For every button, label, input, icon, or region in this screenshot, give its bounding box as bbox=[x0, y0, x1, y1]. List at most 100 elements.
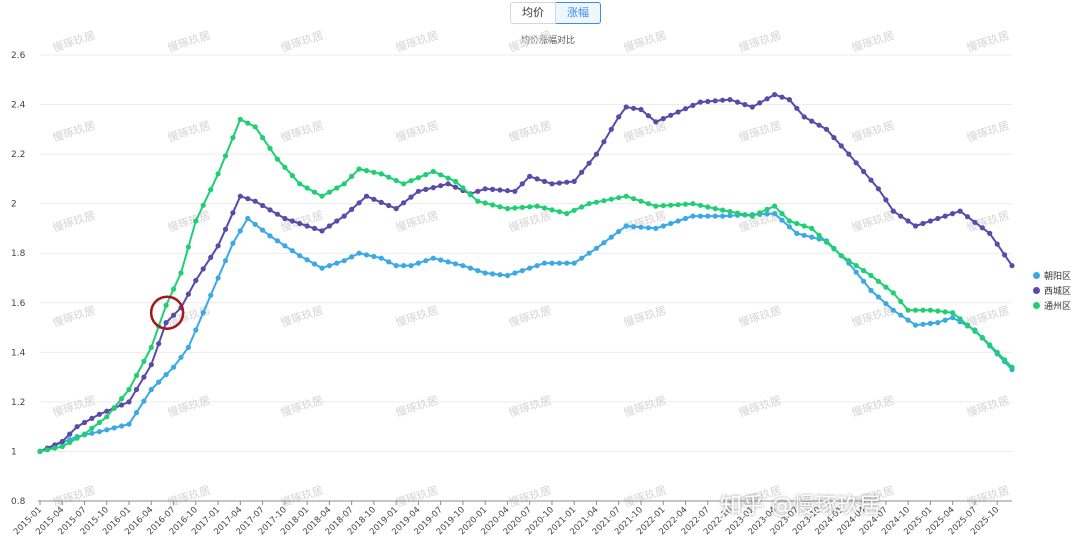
data-point bbox=[200, 266, 206, 272]
data-point bbox=[734, 210, 741, 216]
tab-price-rise[interactable]: 涨幅 bbox=[556, 2, 601, 24]
axes: 0.811.21.41.61.822.22.42.62015-012015-04… bbox=[11, 51, 1012, 537]
data-point bbox=[423, 186, 429, 192]
data-point bbox=[927, 320, 934, 326]
legend-item-xicheng[interactable]: 西城区 bbox=[1033, 283, 1071, 298]
data-point bbox=[401, 263, 407, 269]
data-point bbox=[794, 105, 800, 111]
data-point bbox=[979, 225, 985, 231]
data-point bbox=[801, 223, 807, 229]
data-point bbox=[208, 187, 214, 193]
data-point bbox=[898, 312, 904, 318]
data-point bbox=[549, 260, 555, 266]
data-point bbox=[349, 254, 355, 260]
data-point bbox=[757, 210, 763, 216]
data-point bbox=[549, 181, 555, 187]
legend-item-chaoyang[interactable]: 朝阳区 bbox=[1033, 268, 1071, 283]
watermark: 慢琢玖居 bbox=[279, 394, 325, 420]
data-point bbox=[942, 317, 948, 323]
data-point bbox=[868, 287, 874, 293]
data-point bbox=[111, 405, 117, 411]
data-point bbox=[794, 220, 800, 227]
data-point bbox=[274, 238, 280, 244]
data-point bbox=[386, 259, 392, 265]
watermark: 慢琢玖居 bbox=[850, 209, 896, 235]
data-point bbox=[564, 211, 570, 217]
data-point bbox=[393, 206, 399, 212]
data-point bbox=[415, 260, 421, 266]
data-point bbox=[267, 207, 273, 213]
data-point bbox=[89, 425, 95, 431]
legend-item-tongzhou[interactable]: 通州区 bbox=[1033, 298, 1071, 313]
data-point bbox=[393, 263, 399, 269]
watermark: 慢琢玖居 bbox=[965, 29, 1011, 55]
watermark: 慢琢玖居 bbox=[737, 304, 783, 330]
data-point bbox=[519, 204, 525, 210]
data-point bbox=[905, 218, 911, 224]
data-point bbox=[734, 99, 741, 105]
data-point bbox=[445, 259, 451, 265]
data-point bbox=[868, 272, 874, 279]
tab-average-price[interactable]: 均价 bbox=[510, 2, 556, 24]
data-point bbox=[682, 215, 689, 222]
data-point bbox=[208, 254, 214, 260]
data-point bbox=[44, 447, 51, 453]
data-point bbox=[564, 179, 570, 185]
data-point bbox=[267, 145, 273, 151]
data-point bbox=[668, 112, 674, 118]
data-point bbox=[222, 258, 229, 264]
data-point bbox=[96, 419, 102, 426]
series-lines bbox=[37, 92, 1015, 454]
data-point bbox=[326, 223, 332, 229]
data-point bbox=[668, 220, 674, 227]
data-point bbox=[623, 223, 629, 229]
data-point bbox=[104, 427, 110, 433]
data-point bbox=[675, 218, 681, 224]
data-point bbox=[638, 224, 644, 230]
data-point bbox=[304, 223, 310, 229]
legend-label: 西城区 bbox=[1044, 287, 1072, 297]
data-point bbox=[133, 372, 140, 379]
data-point bbox=[356, 250, 362, 256]
legend-marker bbox=[1033, 272, 1040, 279]
data-point bbox=[401, 181, 407, 187]
data-point bbox=[579, 169, 585, 175]
data-point bbox=[541, 205, 548, 211]
watermark: 慢琢玖居 bbox=[965, 209, 1011, 235]
data-point bbox=[178, 354, 184, 360]
data-point bbox=[252, 124, 258, 130]
data-point bbox=[252, 221, 258, 227]
data-point bbox=[445, 181, 451, 187]
data-point bbox=[59, 443, 65, 450]
watermark: 慢琢玖居 bbox=[507, 29, 553, 55]
data-point bbox=[185, 344, 191, 350]
data-point bbox=[861, 168, 867, 175]
data-point bbox=[349, 173, 355, 179]
data-point bbox=[586, 201, 592, 207]
data-point bbox=[37, 448, 43, 454]
data-point bbox=[326, 189, 332, 195]
watermark: 慢琢玖居 bbox=[394, 304, 440, 330]
data-point bbox=[601, 240, 607, 246]
data-point bbox=[163, 372, 169, 378]
data-point bbox=[504, 206, 511, 212]
data-point bbox=[274, 211, 280, 217]
data-point bbox=[96, 429, 102, 435]
data-point bbox=[363, 168, 370, 174]
data-point bbox=[853, 263, 859, 269]
data-point bbox=[319, 228, 325, 234]
data-point bbox=[230, 240, 236, 246]
data-point bbox=[460, 263, 466, 269]
data-point bbox=[675, 202, 681, 208]
data-point bbox=[148, 386, 154, 393]
data-point bbox=[185, 291, 191, 297]
chart-subtitle: 均价涨幅对比 bbox=[520, 36, 575, 46]
data-point bbox=[987, 342, 993, 348]
data-point bbox=[645, 113, 652, 119]
data-point bbox=[260, 227, 266, 233]
data-point bbox=[378, 199, 384, 205]
data-point bbox=[245, 196, 251, 202]
data-point bbox=[853, 269, 859, 275]
data-point bbox=[1009, 263, 1015, 269]
data-point bbox=[616, 195, 622, 201]
